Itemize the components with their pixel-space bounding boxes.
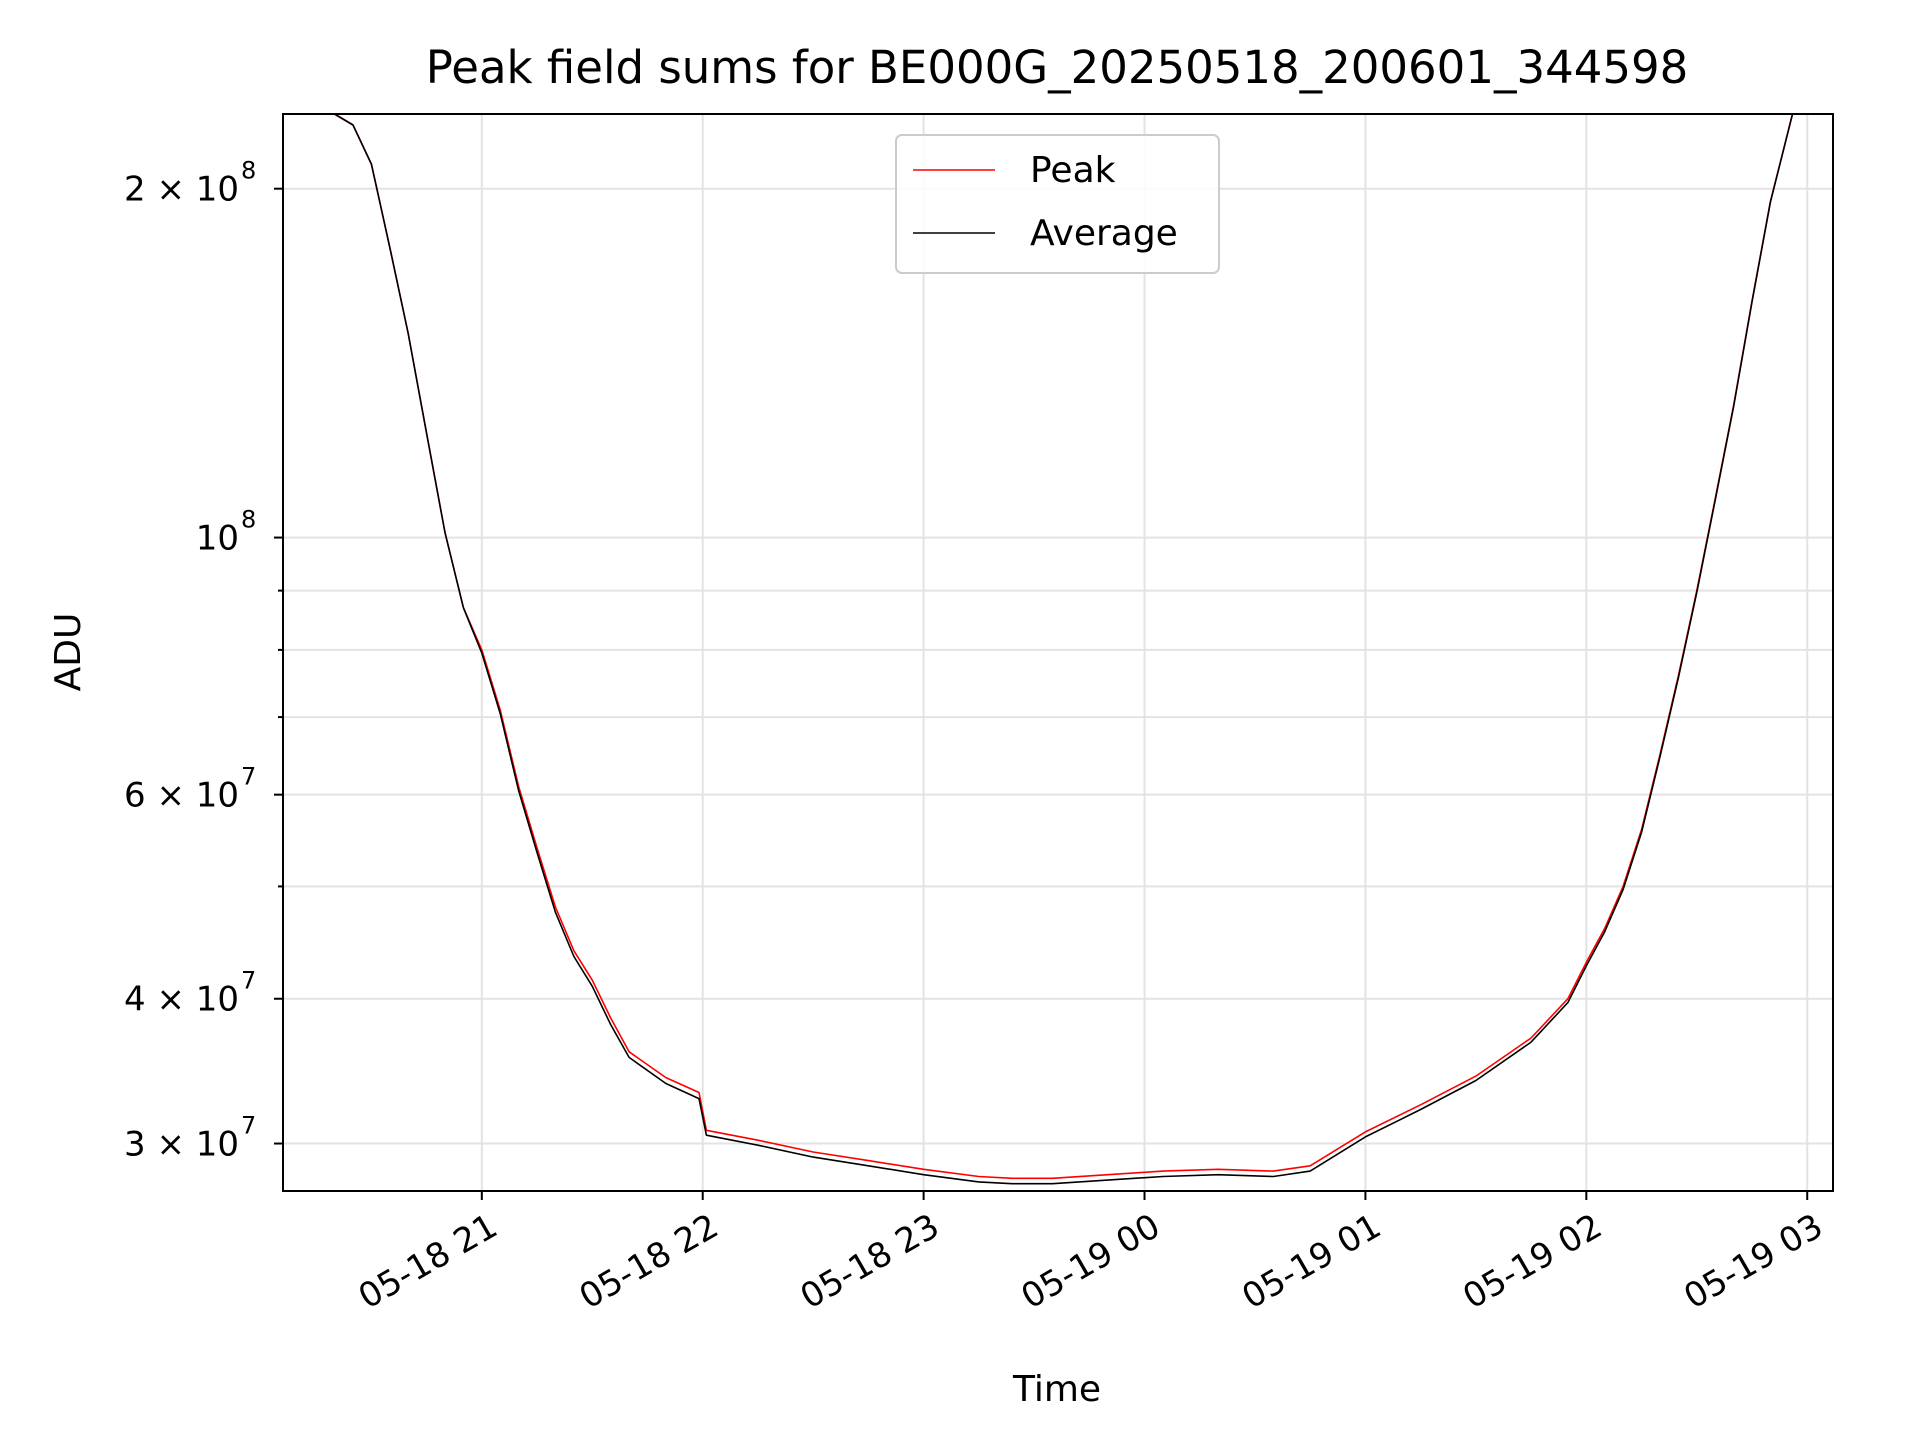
plot-frame [282, 113, 1834, 1192]
y-tick-exponent: 7 [241, 1112, 256, 1140]
y-tick-label: 4 × 10 [124, 980, 239, 1020]
chart-title: Peak field sums for BE000G_20250518_2006… [426, 41, 1688, 94]
series-line-average [283, 113, 1833, 1185]
y-tick-exponent: 7 [241, 967, 256, 995]
y-tick-label: 2 × 10 [124, 170, 239, 210]
legend: Peak Average [895, 134, 1220, 274]
legend-label-average: Average [1030, 213, 1178, 254]
y-tick-exponent: 8 [241, 157, 256, 185]
y-tick-label: 10 [196, 519, 239, 559]
legend-label-peak: Peak [1030, 150, 1116, 191]
y-tick-label: 3 × 10 [124, 1125, 239, 1165]
y-axis-label: ADU [48, 613, 89, 692]
y-tick-exponent: 8 [241, 506, 256, 534]
y-axis: 2 × 10 810 86 × 10 74 × 10 73 × 10 7 [124, 157, 283, 1165]
y-tick-exponent: 7 [241, 763, 256, 791]
y-tick-label: 6 × 10 [124, 776, 239, 816]
x-axis-label: Time [1012, 1369, 1101, 1410]
plot-lines [283, 113, 1833, 1185]
